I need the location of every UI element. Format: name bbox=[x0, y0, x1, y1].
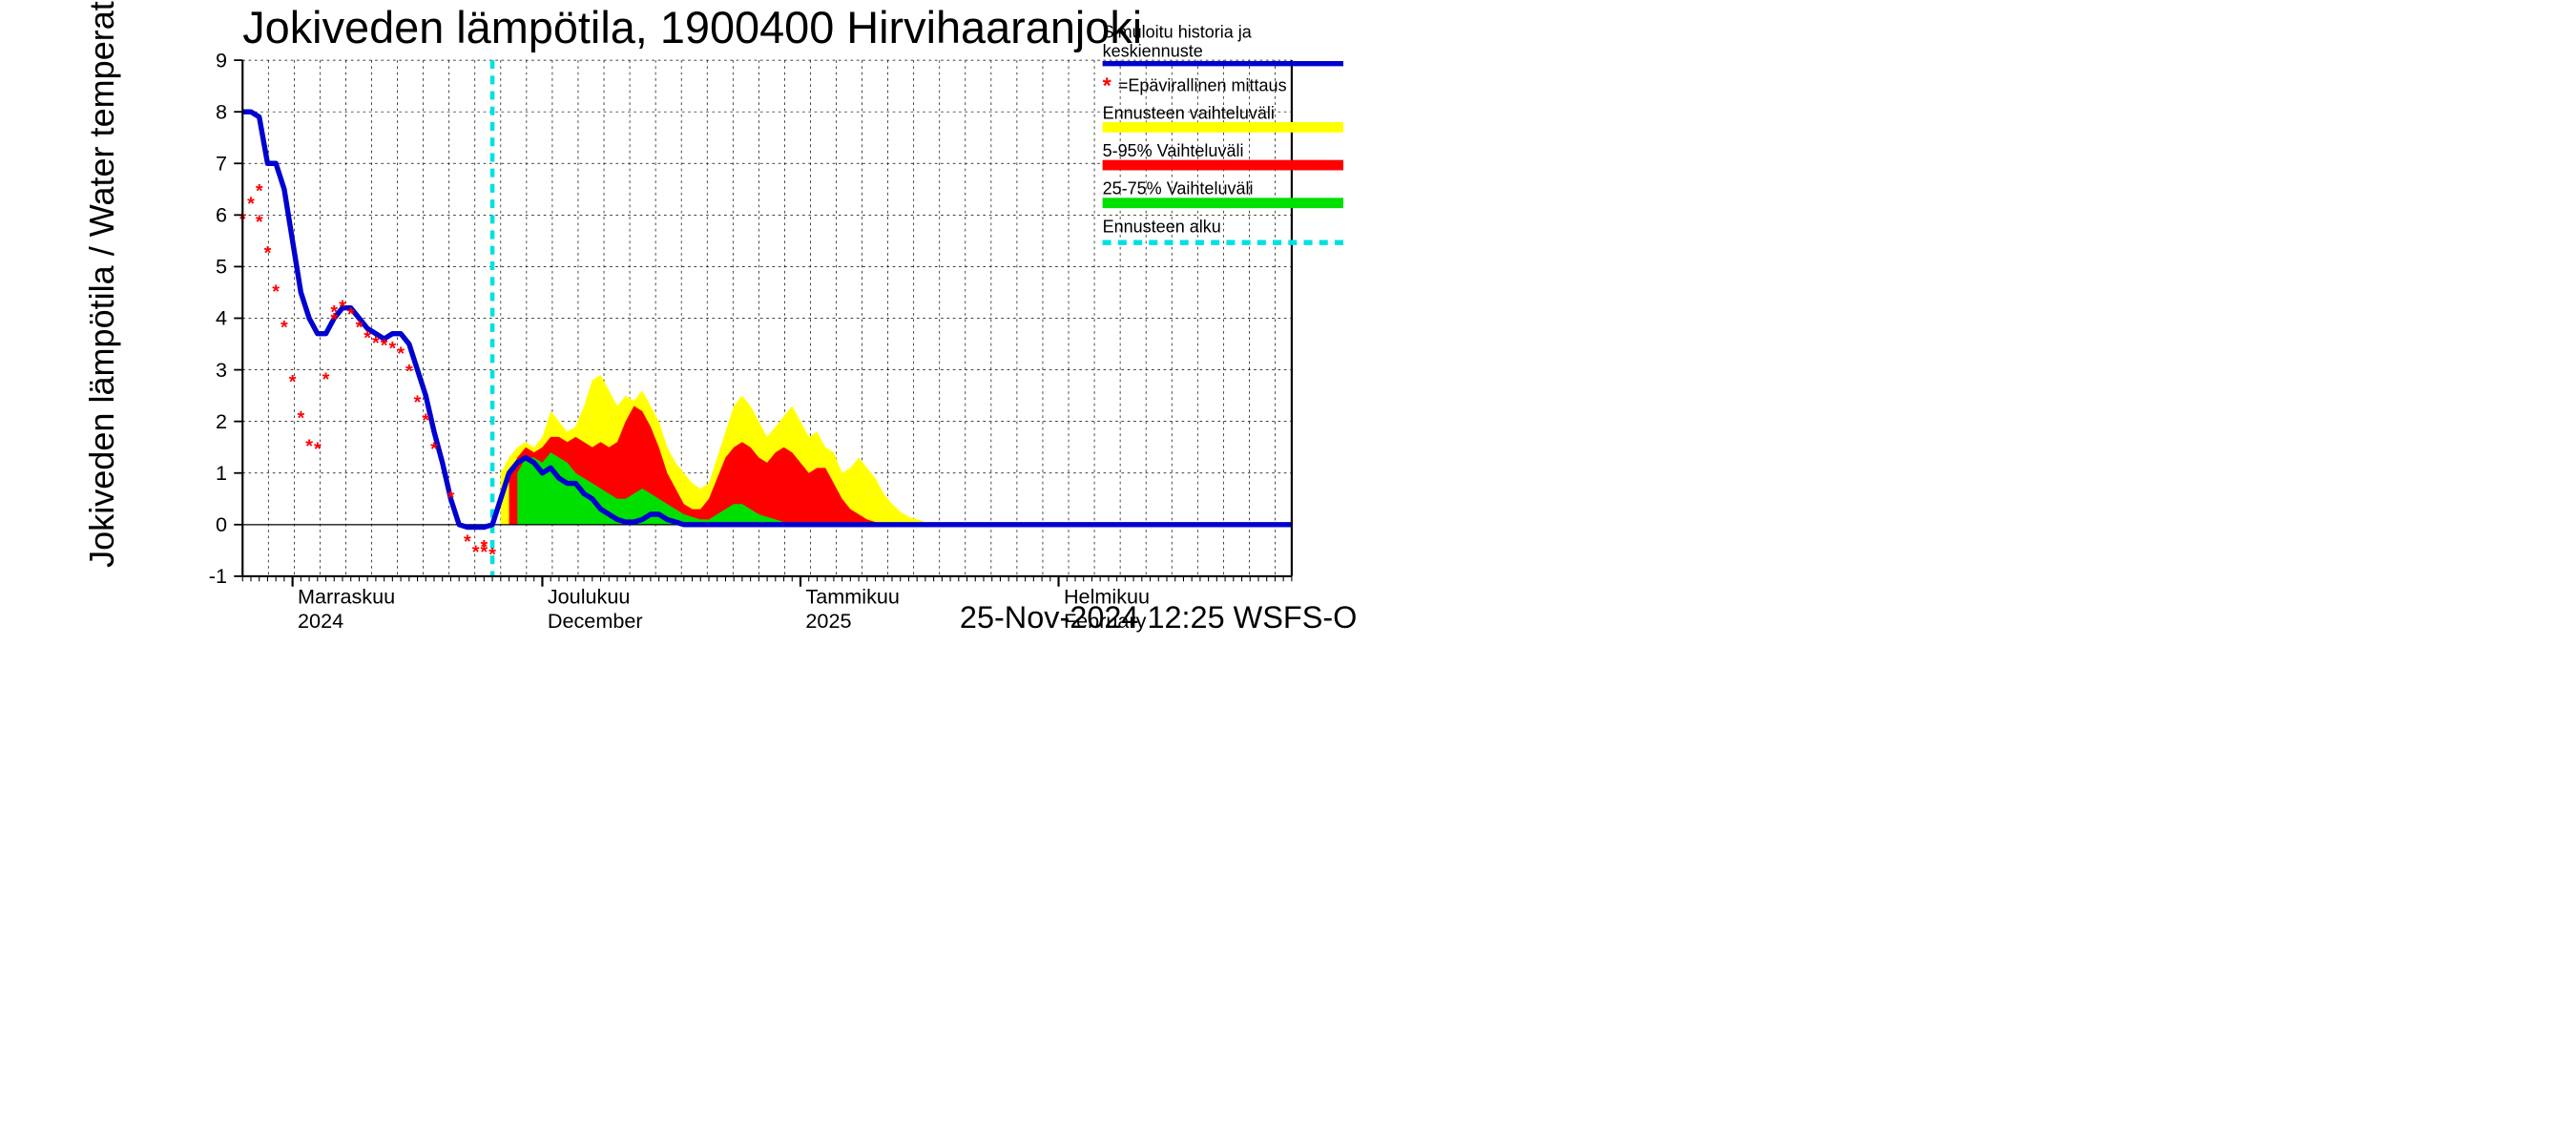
obs-marker: * bbox=[480, 537, 488, 558]
obs-marker: * bbox=[414, 392, 422, 413]
obs-marker: * bbox=[289, 372, 297, 393]
obs-marker: * bbox=[372, 333, 380, 354]
obs-marker: * bbox=[347, 304, 355, 325]
y-tick-label: 2 bbox=[216, 409, 227, 433]
x-month-label: Tammikuu bbox=[805, 585, 900, 609]
chart-container: ******************************** -101234… bbox=[0, 0, 1431, 636]
obs-marker: * bbox=[280, 318, 288, 339]
legend-swatch bbox=[1103, 198, 1343, 208]
y-tick-label: 1 bbox=[216, 461, 227, 485]
obs-marker: * bbox=[447, 488, 455, 509]
y-tick-label: 4 bbox=[216, 306, 227, 330]
line-chart: ******************************** -101234… bbox=[0, 0, 1431, 636]
legend-swatch bbox=[1103, 122, 1343, 133]
chart-title: Jokiveden lämpötila, 1900400 Hirvihaaran… bbox=[242, 3, 1142, 52]
x-month-sublabel: 2025 bbox=[805, 609, 851, 633]
y-ticks: -1 0 1 2 3 4 5 6 7 8 9 bbox=[209, 48, 242, 588]
legend-marker: * bbox=[1103, 73, 1112, 97]
y-tick-label: 0 bbox=[216, 512, 227, 536]
obs-marker: * bbox=[364, 328, 371, 349]
y-tick-label: 7 bbox=[216, 151, 227, 175]
y-tick-label: 5 bbox=[216, 255, 227, 279]
obs-marker: * bbox=[422, 410, 429, 431]
obs-marker: * bbox=[405, 362, 413, 383]
y-tick-label: -1 bbox=[209, 564, 227, 588]
obs-marker: * bbox=[314, 439, 322, 460]
legend-label: keskiennuste bbox=[1103, 41, 1203, 60]
obs-marker: * bbox=[256, 212, 263, 233]
legend-swatch bbox=[1103, 160, 1343, 171]
y-tick-label: 9 bbox=[216, 48, 227, 72]
obs-marker: * bbox=[472, 542, 480, 563]
y-tick-label: 6 bbox=[216, 203, 227, 227]
obs-marker: * bbox=[397, 344, 405, 364]
x-month-sublabel: 2024 bbox=[298, 609, 343, 633]
legend-label: Ennusteen vaihteluväli bbox=[1103, 103, 1275, 122]
obs-marker: * bbox=[356, 318, 364, 339]
x-month-label: Joulukuu bbox=[548, 585, 631, 609]
legend-label: Simuloitu historia ja bbox=[1103, 23, 1253, 42]
footer-timestamp: 25-Nov-2024 12:25 WSFS-O bbox=[960, 600, 1357, 635]
obs-marker: * bbox=[272, 281, 280, 302]
obs-marker: * bbox=[247, 194, 255, 215]
obs-marker: * bbox=[430, 439, 438, 460]
y-tick-label: 8 bbox=[216, 99, 227, 123]
obs-marker: * bbox=[488, 545, 496, 566]
y-tick-label: 3 bbox=[216, 358, 227, 382]
obs-marker: * bbox=[464, 531, 471, 552]
obs-marker: * bbox=[322, 369, 330, 390]
x-month-sublabel: December bbox=[548, 609, 643, 633]
obs-marker: * bbox=[297, 407, 304, 428]
legend-label: 25-75% Vaihteluväli bbox=[1103, 179, 1254, 198]
obs-marker: * bbox=[388, 338, 396, 359]
legend-label: Ennusteen alku bbox=[1103, 217, 1221, 236]
y-axis-label: Jokiveden lämpötila / Water temperature … bbox=[82, 0, 121, 568]
obs-marker: * bbox=[339, 297, 346, 318]
obs-marker: * bbox=[256, 180, 263, 201]
obs-marker: * bbox=[381, 336, 388, 357]
obs-marker: * bbox=[330, 310, 338, 331]
legend-label: =Epävirallinen mittaus bbox=[1118, 76, 1287, 95]
obs-marker: * bbox=[305, 436, 313, 457]
legend-label: 5-95% Vaihteluväli bbox=[1103, 141, 1244, 160]
x-month-label: Marraskuu bbox=[298, 585, 395, 609]
obs-marker: * bbox=[264, 242, 272, 263]
